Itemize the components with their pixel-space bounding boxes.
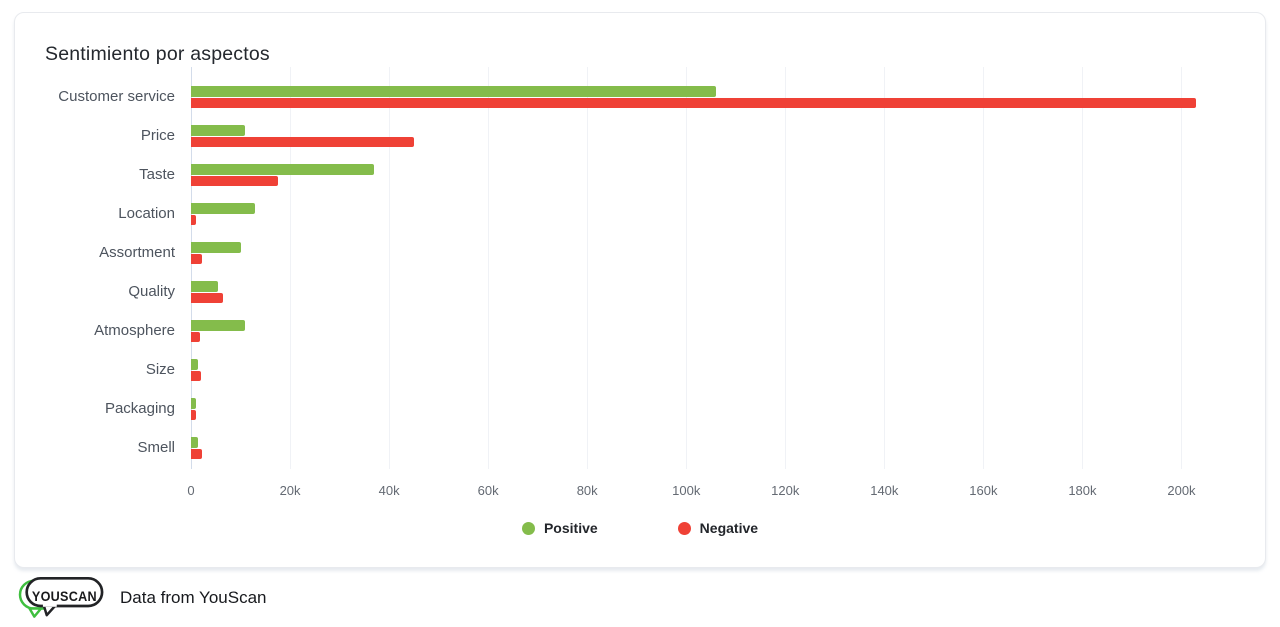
- bar-negative[interactable]: [191, 136, 414, 147]
- bar-chart: Customer service Price Taste Location Assort…: [58, 67, 1231, 498]
- gridline: [1082, 67, 1084, 469]
- bar-negative[interactable]: [191, 253, 202, 264]
- chart-row: Assortment: [99, 233, 1231, 272]
- bar-positive[interactable]: [191, 203, 256, 214]
- chart-row: Smell: [137, 428, 1231, 467]
- chart-row: Packaging: [105, 389, 1231, 428]
- chart-row: Customer service: [58, 77, 1231, 116]
- x-tick-label: 0: [187, 483, 195, 498]
- x-tick-label: 60k: [477, 483, 499, 498]
- chart-row: Location: [118, 194, 1231, 233]
- bar-positive[interactable]: [191, 242, 241, 253]
- bar-negative[interactable]: [191, 331, 200, 342]
- bar-positive[interactable]: [191, 398, 196, 409]
- legend-label: Positive: [543, 520, 598, 536]
- x-tick-label: 140k: [870, 483, 899, 498]
- legend-dot: [521, 521, 535, 535]
- bar-negative[interactable]: [191, 448, 202, 459]
- category-label: Assortment: [99, 244, 175, 261]
- bar-negative[interactable]: [191, 175, 278, 186]
- category-label: Size: [145, 361, 175, 378]
- bar-negative[interactable]: [191, 370, 201, 381]
- x-tick-label: 200k: [1167, 483, 1196, 498]
- bar-positive[interactable]: [191, 359, 199, 370]
- x-tick-label: 180k: [1068, 483, 1097, 498]
- gridline: [785, 67, 787, 469]
- legend-label: Negative: [699, 520, 759, 536]
- category-label: Atmosphere: [94, 322, 175, 339]
- chart-row: Quality: [128, 272, 1231, 311]
- x-tick-label: 20k: [279, 483, 301, 498]
- bar-positive[interactable]: [191, 125, 246, 136]
- chart-row: Atmosphere: [94, 311, 1231, 350]
- bar-positive[interactable]: [191, 86, 716, 97]
- category-label: Quality: [128, 283, 175, 300]
- gridline: [389, 67, 391, 469]
- y-axis-line: [191, 67, 192, 469]
- gridline: [1181, 67, 1183, 469]
- legend-dot: [677, 521, 691, 535]
- gridline: [983, 67, 985, 469]
- legend-item-negative[interactable]: Negative: [677, 520, 759, 536]
- chart-title: Sentimiento por aspectos: [45, 43, 270, 65]
- bar-positive[interactable]: [191, 281, 219, 292]
- category-label: Customer service: [58, 88, 175, 105]
- bar-positive[interactable]: [191, 320, 246, 331]
- chart-row: Taste: [139, 155, 1231, 194]
- attribution-text: Data from YouScan: [120, 588, 267, 607]
- bar-negative[interactable]: [191, 292, 224, 303]
- x-tick-label: 160k: [969, 483, 998, 498]
- bar-negative[interactable]: [191, 409, 196, 420]
- category-label: Smell: [137, 439, 175, 456]
- x-tick-label: 80k: [576, 483, 598, 498]
- category-label: Location: [118, 205, 175, 222]
- gridline: [686, 67, 688, 469]
- chart-row: Price: [141, 116, 1231, 155]
- gridline: [884, 67, 886, 469]
- legend: Positive Negative: [15, 513, 1265, 543]
- bar-positive[interactable]: [191, 164, 375, 175]
- bar-negative[interactable]: [191, 214, 196, 225]
- chart-row: Size: [146, 350, 1231, 389]
- gridline: [587, 67, 589, 469]
- x-axis: 0 20k 40k 60k 80k 100k 120k 140k 160k 180k 200k: [187, 483, 1231, 503]
- footer: YOUSCAN Data from YouScan: [16, 577, 266, 619]
- youscan-logo-text: YOUSCAN: [32, 588, 97, 604]
- x-tick-label: 100k: [672, 483, 701, 498]
- category-label: Packaging: [104, 400, 175, 417]
- gridline: [290, 67, 292, 469]
- youscan-logo: YOUSCAN: [18, 577, 104, 618]
- legend-item-positive[interactable]: Positive: [521, 520, 598, 536]
- gridline: [488, 67, 490, 469]
- rows-layer: Customer service Price Taste Location Assort…: [58, 77, 1231, 467]
- x-tick-label: 120k: [771, 483, 800, 498]
- x-tick-label: 40k: [378, 483, 400, 498]
- chart-card: Sentimiento por aspectos Customer servic…: [14, 12, 1266, 568]
- bar-positive[interactable]: [191, 437, 199, 448]
- bar-negative[interactable]: [191, 97, 1197, 108]
- gridline-layer: [191, 67, 1231, 469]
- category-label: Price: [140, 127, 175, 144]
- category-label: Taste: [139, 166, 175, 183]
